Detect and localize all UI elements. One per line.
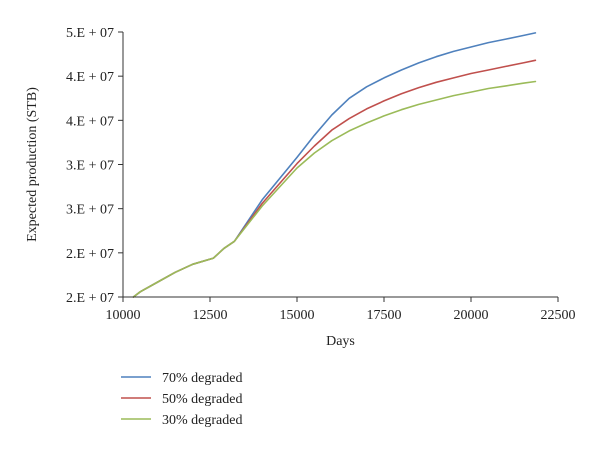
y-axis-title: Expected production (STB) bbox=[25, 87, 40, 242]
x-axis-ticks: 10000 12500 15000 17500 20000 22500 bbox=[106, 297, 576, 323]
series-line-2 bbox=[132, 80, 537, 298]
x-tick-label: 22500 bbox=[541, 308, 576, 323]
series-line-1 bbox=[132, 59, 537, 298]
legend-label: 70% degraded bbox=[162, 371, 242, 386]
axes: 10000 12500 15000 17500 20000 22500 2.E + 072… bbox=[66, 26, 575, 323]
legend: 70% degraded 50% degraded 30% degraded bbox=[121, 371, 242, 428]
x-tick-label: 12500 bbox=[193, 308, 228, 323]
legend-label: 30% degraded bbox=[162, 413, 242, 428]
y-tick-label: 3.E + 07 bbox=[66, 159, 114, 174]
plot-area bbox=[132, 32, 537, 298]
legend-label: 50% degraded bbox=[162, 392, 242, 407]
y-tick-label: 4.E + 07 bbox=[66, 70, 114, 85]
y-tick-label: 3.E + 07 bbox=[66, 203, 114, 218]
y-tick-label: 2.E + 07 bbox=[66, 247, 114, 262]
x-tick-label: 20000 bbox=[454, 308, 489, 323]
y-tick-label: 2.E + 07 bbox=[66, 291, 114, 306]
x-tick-label: 17500 bbox=[367, 308, 402, 323]
y-tick-label: 5.E + 07 bbox=[66, 26, 114, 41]
y-tick-label: 4.E + 07 bbox=[66, 114, 114, 129]
x-tick-label: 15000 bbox=[280, 308, 315, 323]
x-tick-label: 10000 bbox=[106, 308, 141, 323]
x-axis-title: Days bbox=[326, 334, 355, 349]
y-axis-ticks: 2.E + 07 2.E + 07 3.E + 07 3.E + 07 4.E + 07… bbox=[66, 26, 123, 306]
